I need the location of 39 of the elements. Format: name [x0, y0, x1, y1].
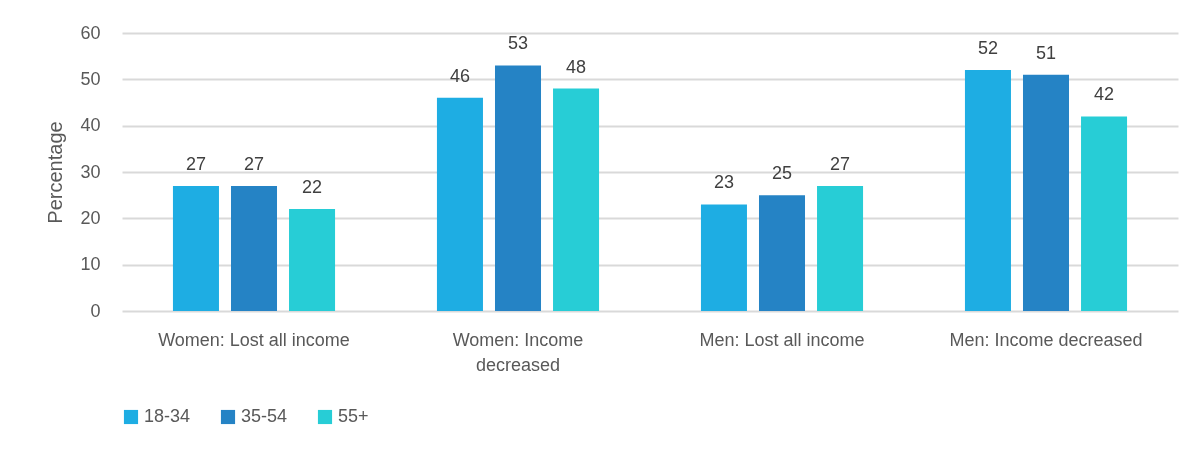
bar — [817, 185, 864, 311]
bar — [700, 204, 747, 311]
data-label: 25 — [771, 163, 793, 184]
y-tick-label: 0 — [90, 300, 101, 321]
legend-label: 55+ — [338, 406, 369, 426]
data-label: 23 — [713, 172, 734, 193]
y-tick-label: 10 — [80, 254, 101, 275]
data-label: 27 — [243, 153, 265, 174]
bar — [230, 185, 278, 311]
y-axis-title: Percentage — [44, 121, 67, 224]
y-tick-label: 30 — [80, 161, 101, 182]
data-label: 53 — [507, 33, 529, 54]
legend-label: 18-34 — [144, 406, 191, 426]
bar — [758, 195, 806, 311]
legend-label: 35-54 — [241, 406, 288, 426]
x-tick-label: Men: Lost all income — [699, 329, 865, 350]
x-tick-label: Women: Lost all income — [158, 329, 350, 350]
bar — [172, 185, 219, 311]
data-label: 48 — [566, 56, 587, 77]
bar — [289, 209, 336, 311]
data-label: 22 — [302, 177, 323, 198]
bar — [1022, 74, 1070, 311]
data-label: 42 — [1094, 84, 1115, 105]
data-label: 27 — [830, 153, 851, 174]
y-tick-label: 40 — [80, 115, 101, 136]
bar — [964, 70, 1011, 311]
x-tick-label: Women: Income decreased — [452, 329, 584, 375]
y-tick-label: 50 — [80, 68, 101, 89]
bar — [1081, 116, 1128, 311]
data-label: 51 — [1035, 42, 1057, 63]
data-label: 46 — [449, 65, 470, 86]
bar — [553, 88, 600, 311]
bar — [494, 65, 542, 311]
x-tick-label: Men: Income decreased — [949, 329, 1143, 350]
y-tick-label: 60 — [80, 22, 101, 43]
bar — [436, 97, 483, 311]
data-label: 27 — [185, 153, 206, 174]
y-tick-label: 20 — [80, 207, 101, 228]
data-label: 52 — [977, 38, 998, 59]
